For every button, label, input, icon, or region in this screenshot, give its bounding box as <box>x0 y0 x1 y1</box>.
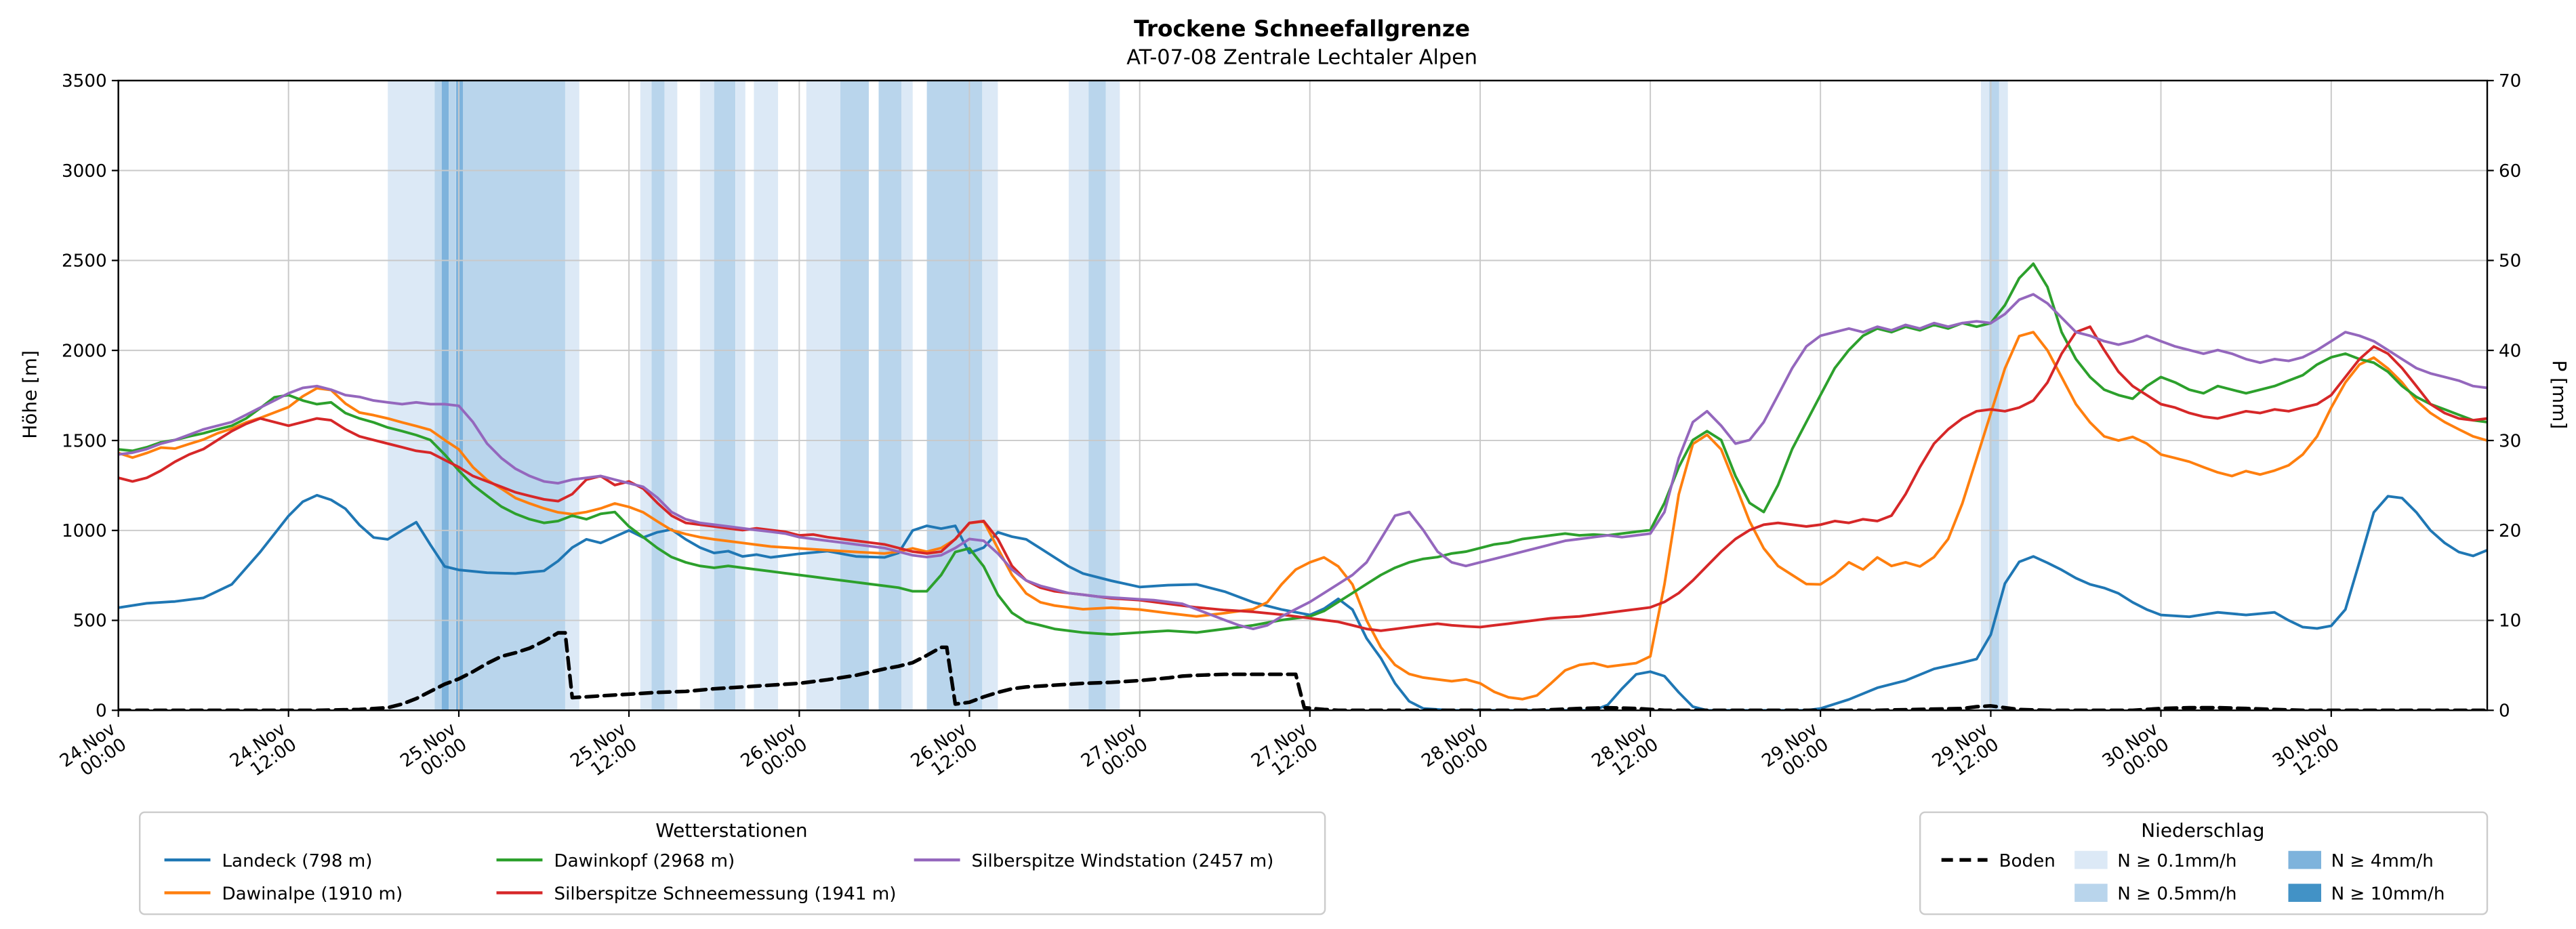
precip-band-0.5 <box>1989 80 1999 711</box>
precip-band-0.5 <box>714 80 735 711</box>
legend-stations-box <box>138 811 1326 915</box>
precip-band-0.5 <box>449 80 456 711</box>
y-left-tick-label: 1000 <box>62 521 107 541</box>
series-line-dawinkopf-2968-m <box>118 262 2488 636</box>
precip-band-0.1 <box>699 80 714 711</box>
y-left-tick-label: 500 <box>73 611 107 632</box>
y-axis-left-ticks: 0 500 1000 1500 2000 2500 3000 3500 <box>62 71 119 721</box>
legend-item-label: Silberspitze Schneemessung (1941 m) <box>554 884 896 904</box>
legend-item-label: N ≥ 0.1mm/h <box>2117 851 2236 871</box>
precip-band-4 <box>441 80 449 711</box>
precip-band-0.5 <box>840 80 869 711</box>
y-right-tick-label: 20 <box>2499 521 2521 541</box>
series-line-boden <box>118 631 2488 711</box>
precip-band-0.1 <box>1105 80 1120 711</box>
legend-patch-0.1 <box>2074 850 2108 869</box>
precip-band-0.1 <box>565 80 579 711</box>
legend-precip: Niederschlag Boden N ≥ 0.1mm/h N ≥ 0.5mm/h… <box>1919 811 2489 915</box>
legend-patch-0.5 <box>2074 884 2108 902</box>
y-left-tick-label: 3500 <box>62 71 107 91</box>
series-line-landeck-798-m <box>118 493 2488 711</box>
series-layer <box>118 262 2488 711</box>
legend-patch-4 <box>2288 850 2322 869</box>
precip-band-0.1 <box>735 80 745 711</box>
legend-item-label: Boden <box>1999 851 2056 871</box>
y-right-tick-label: 60 <box>2499 161 2521 182</box>
y-left-axis-label: Höhe [m] <box>18 350 41 439</box>
y-right-tick-label: 10 <box>2499 611 2521 632</box>
legend-item-label: Dawinalpe (1910 m) <box>222 884 403 904</box>
chart-subtitle: AT-07-08 Zentrale Lechtaler Alpen <box>1126 46 1477 70</box>
y-left-tick-label: 0 <box>96 701 107 721</box>
legend-item-label: N ≥ 10mm/h <box>2331 884 2445 904</box>
precip-band-0.1 <box>640 80 652 711</box>
legend-item-label: N ≥ 4mm/h <box>2331 851 2434 871</box>
precip-band-0.5 <box>1088 80 1106 711</box>
y-left-tick-label: 2500 <box>62 251 107 272</box>
chart-title: Trockene Schneefallgrenze <box>1134 16 1470 41</box>
legend-stations-title: Wetterstationen <box>655 819 807 842</box>
legend-patch-10 <box>2288 884 2322 902</box>
precip-band-0.1 <box>1068 80 1089 711</box>
y-right-tick-label: 50 <box>2499 251 2521 272</box>
y-right-tick-label: 40 <box>2499 341 2521 361</box>
legend-item-label: N ≥ 0.5mm/h <box>2117 884 2236 904</box>
precip-band-0.5 <box>434 80 442 711</box>
legend-precip-box <box>1919 811 2489 915</box>
legend-item-label: Silberspitze Windstation (2457 m) <box>972 851 1274 871</box>
precip-band-0.5 <box>926 80 983 711</box>
precip-band-0.5 <box>463 80 565 711</box>
y-left-tick-label: 1500 <box>62 431 107 451</box>
precip-band-layer <box>388 80 2008 711</box>
y-axis-right-ticks: 0 10 20 30 40 50 60 70 <box>2487 71 2521 721</box>
precip-band-0.1 <box>754 80 779 711</box>
precip-band-0.1 <box>982 80 998 711</box>
series-line-silberspitze-windstation-2457-m <box>118 293 2488 631</box>
y-left-tick-label: 3000 <box>62 161 107 182</box>
precip-band-0.5 <box>651 80 665 711</box>
legend-precip-title: Niederschlag <box>2141 819 2264 842</box>
y-right-tick-label: 30 <box>2499 431 2521 451</box>
y-right-tick-label: 70 <box>2499 71 2521 91</box>
precip-band-0.5 <box>878 80 901 711</box>
series-line-silberspitze-schneemessung-1941-m <box>118 325 2488 632</box>
legend-item-label: Dawinkopf (2968 m) <box>554 851 735 871</box>
precip-band-0.1 <box>388 80 435 711</box>
precip-band-0.1 <box>664 80 678 711</box>
y-left-tick-label: 2000 <box>62 341 107 361</box>
precip-band-0.1 <box>1980 80 1990 711</box>
precip-band-4 <box>455 80 464 711</box>
y-right-axis-label: P [mm] <box>2548 360 2571 429</box>
plot-border <box>117 79 2489 711</box>
precip-band-0.1 <box>806 80 840 711</box>
precip-band-0.1 <box>1999 80 2008 711</box>
precip-band-0.1 <box>901 80 913 711</box>
legend-item-label: Landeck (798 m) <box>222 851 372 871</box>
y-right-tick-label: 0 <box>2499 701 2510 721</box>
legend-stations: Wetterstationen Landeck (798 m) Dawinalpe… <box>138 811 1326 915</box>
